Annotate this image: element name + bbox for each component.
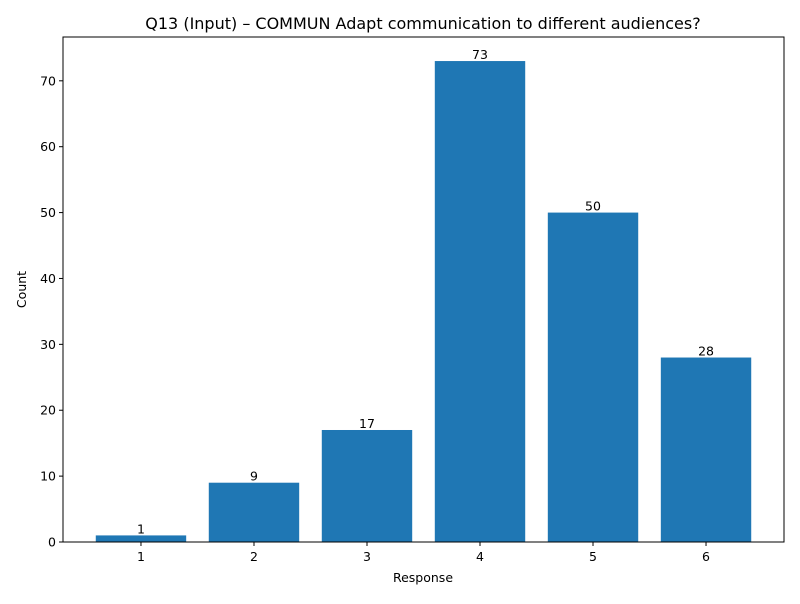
y-tick-label-10: 10 [40, 469, 56, 484]
y-axis-label: Count [14, 271, 29, 308]
y-tick-label-0: 0 [48, 535, 56, 550]
y-tick-label-50: 50 [40, 205, 56, 220]
value-label-6: 28 [698, 344, 714, 359]
bar-3 [321, 429, 413, 542]
value-label-5: 50 [585, 199, 601, 214]
chart-title: Q13 (Input) – COMMUN Adapt communication… [145, 14, 700, 33]
y-tick-label-40: 40 [40, 271, 56, 286]
value-label-4: 73 [472, 47, 488, 62]
x-tick-label-3: 3 [363, 549, 371, 564]
bar-1 [95, 535, 187, 542]
x-tick-label-6: 6 [702, 549, 710, 564]
y-tick-label-60: 60 [40, 139, 56, 154]
value-label-3: 17 [359, 416, 375, 431]
plot-frame [62, 36, 785, 543]
x-tick-label-2: 2 [250, 549, 258, 564]
x-axis-label: Response [393, 570, 453, 585]
bars-layer [95, 61, 752, 543]
x-tick-label-5: 5 [589, 549, 597, 564]
bar-6 [660, 357, 752, 542]
y-tick-label-70: 70 [40, 73, 56, 88]
bar-2 [208, 482, 300, 542]
bar-4 [434, 61, 526, 543]
y-tick-label-30: 30 [40, 337, 56, 352]
value-labels-layer: 1 9 17 73 50 28 [137, 47, 714, 536]
x-axis: 1 2 3 4 5 6 [137, 542, 710, 564]
x-tick-label-4: 4 [476, 549, 484, 564]
value-label-2: 9 [250, 469, 258, 484]
x-tick-label-1: 1 [137, 549, 145, 564]
y-axis: 0 10 20 30 40 50 60 70 [40, 73, 63, 550]
y-tick-label-20: 20 [40, 403, 56, 418]
bar-5 [547, 212, 639, 542]
value-label-1: 1 [137, 521, 145, 536]
